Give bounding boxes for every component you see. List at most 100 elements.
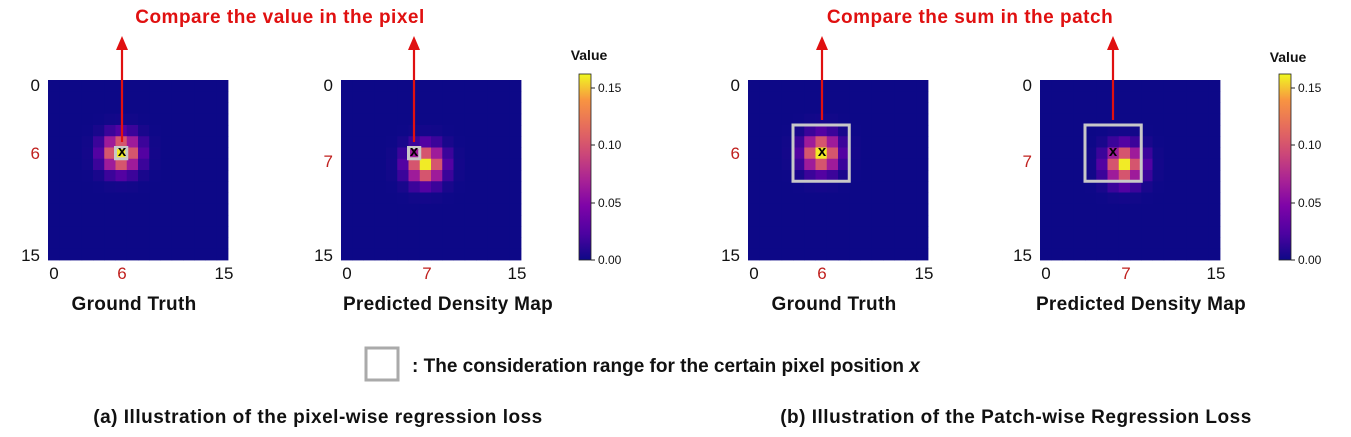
heatmap-cell [81, 102, 94, 115]
heatmap-cell [905, 248, 918, 261]
heatmap-cell [1163, 237, 1176, 250]
heatmap-cell [464, 136, 477, 148]
heatmap-cell [1085, 226, 1097, 238]
heatmap-cell [476, 237, 488, 250]
heatmap-cell [81, 192, 94, 205]
heatmap-cell [363, 125, 376, 137]
heatmap-cell [419, 203, 432, 216]
heatmap-cell [849, 125, 861, 137]
heatmap-cell [916, 102, 929, 115]
consideration-range-box [114, 146, 129, 161]
heatmap-cell [793, 147, 805, 160]
heatmap-cell [397, 226, 409, 238]
heatmap-cell [408, 226, 421, 238]
heatmap-cell [1073, 181, 1086, 193]
heatmap-cell [397, 125, 409, 137]
heatmap-cell [126, 215, 139, 227]
heatmap-cell [1040, 147, 1052, 160]
heatmap-cell [894, 136, 906, 148]
heatmap-cell [205, 237, 218, 250]
heatmap-cell [216, 248, 229, 261]
heatmap-cell [770, 158, 783, 171]
heatmap-cell [205, 125, 218, 137]
heatmap-cell [453, 158, 466, 171]
heatmap-cell [1085, 215, 1097, 227]
heatmap-cell [770, 248, 783, 261]
heatmap-cell [453, 147, 466, 160]
heatmap-cell [419, 181, 432, 193]
heatmap-cell [431, 147, 443, 160]
heatmap-cell [487, 181, 499, 193]
heatmap-cell [476, 136, 488, 148]
colorbar-b-tick-3: 0.00 [1298, 253, 1322, 267]
heatmap-cell [464, 170, 477, 182]
heatmap-cell [894, 248, 906, 261]
heatmap-cell [487, 226, 499, 238]
heatmap-cell [759, 80, 771, 92]
heatmap-cell [1040, 215, 1052, 227]
heatmap-cell [759, 125, 771, 137]
heatmap-cell [81, 158, 94, 171]
heatmap-cell [397, 181, 409, 193]
heatmap-cell [70, 91, 83, 103]
heatmap-cell [171, 136, 184, 148]
heatmap-cell [93, 136, 105, 148]
heatmap-cell [860, 91, 873, 103]
heatmap-cell [104, 170, 116, 182]
heatmap-cell [793, 181, 805, 193]
heatmap-cell [826, 215, 839, 227]
heatmap-cell [194, 203, 206, 216]
heatmap-cell [1208, 248, 1221, 261]
heatmap-cell [1175, 181, 1187, 193]
heatmap-cell [149, 248, 161, 261]
plot-b1: x 0 6 15 0 6 15 Ground Truth [721, 76, 933, 315]
heatmap-cell [352, 102, 364, 115]
heatmap-cell [1208, 170, 1221, 182]
heatmap-cell [1186, 215, 1198, 227]
heatmap-cell [386, 248, 398, 261]
heatmap-cell [498, 203, 511, 216]
heatmap-cell [194, 248, 206, 261]
heatmap-cell [905, 125, 918, 137]
heatmap-cell [498, 102, 511, 115]
heatmap-cell [905, 113, 918, 126]
heatmap-cell [386, 170, 398, 182]
heatmap-cell [883, 125, 895, 137]
heatmap-cell [1208, 102, 1221, 115]
heatmap-cell [341, 91, 353, 103]
heatmap-cell [48, 136, 60, 148]
heatmap-cell [81, 125, 94, 137]
heatmap-cell [1051, 158, 1063, 171]
heatmap-cell [1197, 147, 1210, 160]
heatmap-cell [894, 80, 906, 92]
heatmap-cell [93, 237, 105, 250]
heatmap-cell [1073, 125, 1086, 137]
heatmap-cell [419, 91, 432, 103]
heatmap-cell [793, 80, 805, 92]
heatmap-cell [352, 181, 364, 193]
heatmap-cell [905, 102, 918, 115]
heatmap-cell [770, 181, 783, 193]
heatmap-cell [341, 226, 353, 238]
heatmap-cell [397, 248, 409, 261]
heatmap-cell [826, 102, 839, 115]
heatmap-cell [1062, 158, 1075, 171]
heatmap-cell [1040, 226, 1052, 238]
heatmap-cell [770, 102, 783, 115]
heatmap-cell [341, 158, 353, 171]
heatmap-cell [860, 248, 873, 261]
heatmap-cell [1040, 80, 1052, 92]
heatmap-cell [793, 91, 805, 103]
heatmap-cell [759, 158, 771, 171]
heatmap-cell [748, 203, 760, 216]
heatmap-cell [1107, 203, 1120, 216]
heatmap-cell [183, 170, 195, 182]
heatmap-cell [804, 91, 816, 103]
heatmap-cell [916, 113, 929, 126]
heatmap-cell [341, 102, 353, 115]
heatmap-cell [374, 136, 387, 148]
heatmap-cell [48, 237, 60, 250]
plot-b2-xtick-end: 15 [1207, 264, 1226, 283]
heatmap-cell [871, 203, 884, 216]
heatmap-cell [1096, 170, 1108, 182]
